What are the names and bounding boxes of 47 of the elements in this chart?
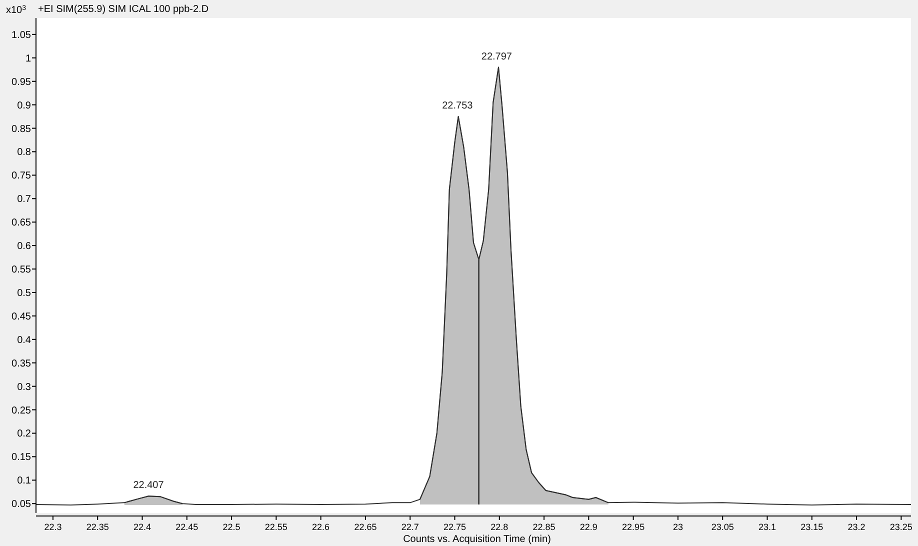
y-tick-label: 1.05 [12,30,32,41]
y-tick-label: 0.8 [17,147,32,158]
x-tick-label: 23 [672,522,683,532]
x-tick-label: 22.4 [133,522,152,532]
x-tick-label: 22.95 [622,522,645,532]
x-tick-label: 23.25 [890,522,912,532]
y-tick-label: 0.75 [12,170,32,182]
annotation: 22.407 [133,480,164,492]
x-tick-label: 22.3 [44,522,62,532]
y-tick-label: 0.65 [12,218,32,229]
y-tick-label: 0.2 [17,428,32,440]
y-tick-label: 0.1 [17,476,32,487]
x-tick-label: 22.55 [264,522,288,532]
x-tick-label: 22.5 [222,522,240,532]
x-tick-label: 22.35 [86,522,109,532]
annotation: 22.753 [442,100,474,112]
x-tick-label: 23.15 [800,522,824,532]
annotation: 22.797 [481,51,512,62]
y-tick-label: 0.05 [12,499,32,510]
y-tick-label: 0.45 [12,311,32,322]
y-tick-label: 0.4 [17,334,32,346]
y-tick-label: 0.3 [17,382,32,393]
x-tick-label: 22.7 [401,522,419,532]
x-axis-title: Counts vs. Acquisition Time (min) [403,534,551,545]
y-tick-label: 0.95 [12,76,32,88]
y-tick-label: 0.7 [17,194,32,206]
y-tick-label: 0.15 [12,452,32,464]
chart-title: +EI SIM(255.9) SIM ICAL 100 ppb-2.D [38,4,209,15]
y-tick-label: 0.5 [17,288,32,299]
x-tick-label: 22.75 [443,522,466,532]
y-tick-label: 0.6 [17,241,32,252]
x-tick-label: 22.8 [490,522,508,532]
x-tick-label: 23.1 [758,522,776,532]
y-tick-label: 0.35 [12,358,32,370]
y-axis-title: x10$^{3}$ [6,4,26,16]
y-tick-label: 0.9 [17,100,32,112]
x-tick-label: 22.9 [580,522,598,532]
y-tick-label: 0.55 [12,264,32,276]
x-tick-label: 22.45 [176,522,198,532]
x-tick-label: 22.85 [532,522,556,532]
y-tick-label: 1 [25,53,32,64]
y-tick-label: 0.85 [12,124,32,135]
y-tick-label: 0.25 [12,405,32,416]
x-tick-label: 22.6 [312,522,330,532]
x-tick-label: 23.2 [848,522,866,532]
x-tick-label: 22.65 [354,522,377,532]
x-tick-label: 23.05 [711,522,734,532]
